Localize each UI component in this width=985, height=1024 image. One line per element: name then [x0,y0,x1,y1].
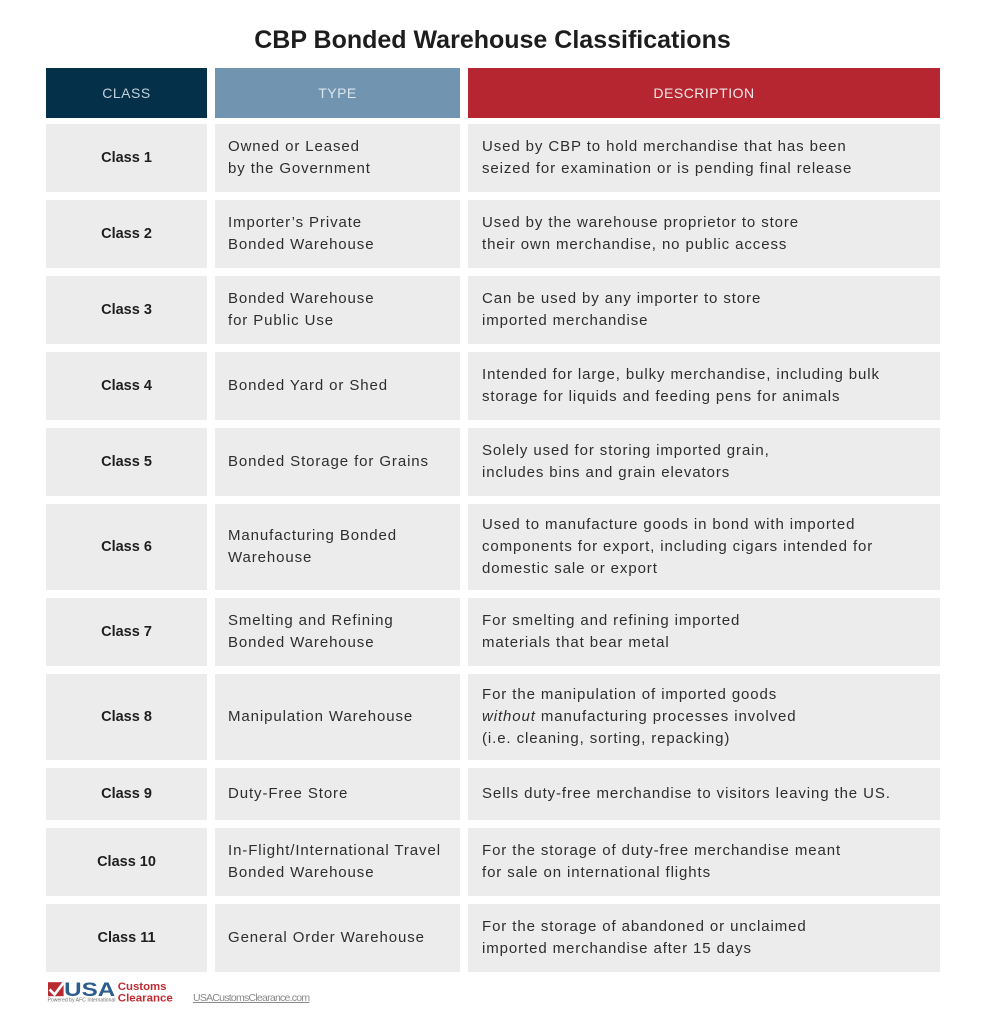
svg-text:Clearance: Clearance [118,993,173,1005]
svg-text:USA: USA [64,981,115,1001]
svg-text:Powered by AFC International: Powered by AFC International [48,997,116,1003]
svg-text:Customs: Customs [118,981,167,993]
